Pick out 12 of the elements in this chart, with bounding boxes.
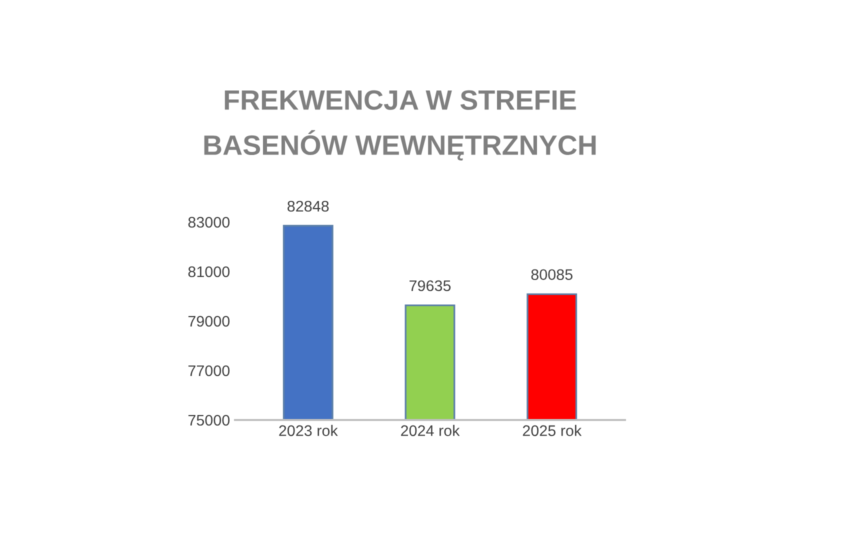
y-tick-label: 75000 [188, 414, 230, 426]
data-label: 80085 [531, 269, 572, 280]
x-tick-label: 2024 rok [401, 424, 460, 436]
y-tick-label: 79000 [188, 316, 230, 327]
y-tick-label: 81000 [188, 266, 230, 278]
x-tick-label: 2023 rok [279, 424, 338, 436]
data-label: 79635 [410, 280, 451, 292]
y-tick-label: 83000 [188, 216, 230, 228]
data-label: 82848 [288, 200, 329, 212]
chart-title: FREKWENCJA W STREFIE BASENÓW WEWNĘTRZNYCH [204, 90, 596, 161]
y-tick-label: 77000 [188, 365, 230, 376]
x-tick-label: 2025 rok [522, 424, 582, 436]
